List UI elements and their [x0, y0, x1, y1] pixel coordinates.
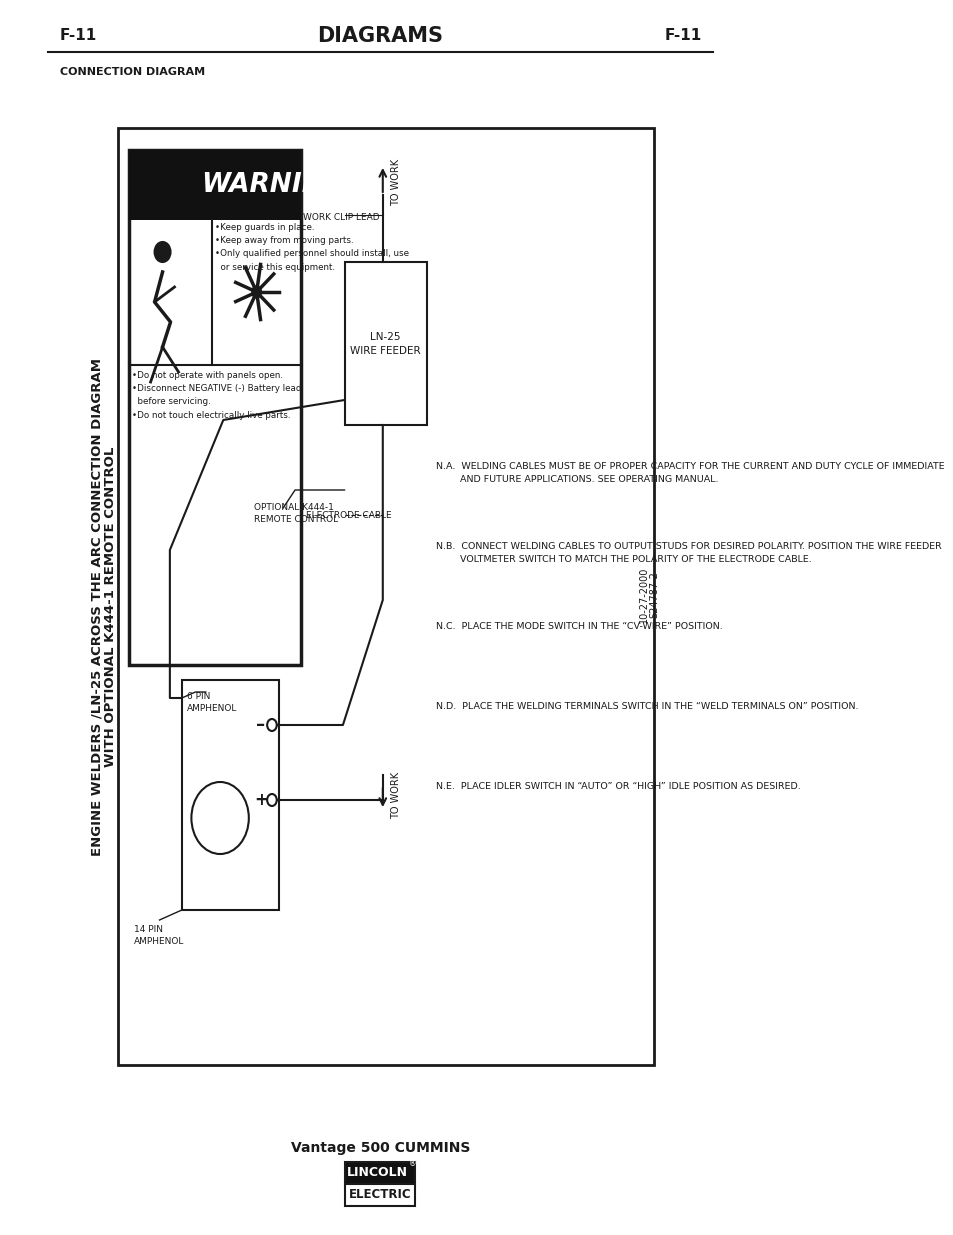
Text: 6 PIN
AMPHENOL: 6 PIN AMPHENOL [187, 692, 237, 713]
Text: N.C.  PLACE THE MODE SWITCH IN THE “CV-WIRE” POSITION.: N.C. PLACE THE MODE SWITCH IN THE “CV-WI… [436, 622, 722, 631]
Text: ELECTRIC: ELECTRIC [349, 1188, 412, 1202]
Circle shape [154, 242, 171, 262]
Text: OPTIONAL K444-1
REMOTE CONTROL: OPTIONAL K444-1 REMOTE CONTROL [253, 503, 337, 525]
Polygon shape [141, 1039, 162, 1061]
Text: LN-25
WIRE FEEDER: LN-25 WIRE FEEDER [350, 331, 420, 356]
Text: 14 PIN
AMPHENOL: 14 PIN AMPHENOL [133, 925, 184, 946]
Circle shape [267, 719, 276, 731]
Bar [129, 149, 301, 664]
Text: N.B.  CONNECT WELDING CABLES TO OUTPUT STUDS FOR DESIRED POLARITY. POSITION THE : N.B. CONNECT WELDING CABLES TO OUTPUT ST… [436, 542, 941, 563]
Text: F-11: F-11 [664, 28, 701, 43]
Text: 10-27-2000: 10-27-2000 [639, 567, 649, 624]
Text: N.A.  WELDING CABLES MUST BE OF PROPER CAPACITY FOR THE CURRENT AND DUTY CYCLE O: N.A. WELDING CABLES MUST BE OF PROPER CA… [436, 462, 943, 483]
Text: F-11: F-11 [60, 28, 97, 43]
Text: Vantage 500 CUMMINS: Vantage 500 CUMMINS [291, 1141, 470, 1155]
Text: TO WORK: TO WORK [391, 158, 400, 205]
Text: •Do not operate with panels open.
•Disconnect NEGATIVE (-) Battery lead
  before: •Do not operate with panels open. •Disco… [132, 370, 301, 420]
Bar [344, 262, 426, 425]
Circle shape [252, 287, 261, 298]
Text: ELECTRODE CABLE: ELECTRODE CABLE [306, 510, 392, 520]
Text: DIAGRAMS: DIAGRAMS [317, 26, 443, 46]
Text: WARNING: WARNING [201, 172, 345, 198]
Text: ENGINE WELDERS /LN-25 ACROSS THE ARC CONNECTION DIAGRAM: ENGINE WELDERS /LN-25 ACROSS THE ARC CON… [91, 357, 104, 856]
Bar [345, 1162, 416, 1184]
Text: •Keep guards in place.
•Keep away from moving parts.
•Only qualified personnel s: •Keep guards in place. •Keep away from m… [214, 224, 409, 272]
Bar [129, 149, 301, 220]
Text: WITH OPTIONAL K444-1 REMOTE CONTROL: WITH OPTIONAL K444-1 REMOTE CONTROL [104, 446, 116, 767]
Text: ®: ® [408, 1160, 416, 1168]
Text: +: + [253, 790, 268, 809]
Text: WORK CLIP LEAD: WORK CLIP LEAD [303, 214, 379, 222]
Bar [345, 1184, 416, 1207]
Text: N.D.  PLACE THE WELDING TERMINALS SWITCH IN THE “WELD TERMINALS ON” POSITION.: N.D. PLACE THE WELDING TERMINALS SWITCH … [436, 701, 858, 711]
Text: LINCOLN: LINCOLN [346, 1167, 407, 1179]
Text: –: – [256, 716, 265, 734]
Text: S24787-2: S24787-2 [648, 572, 659, 619]
Circle shape [192, 782, 249, 853]
Text: CONNECTION DIAGRAM: CONNECTION DIAGRAM [60, 67, 205, 77]
Bar [118, 128, 653, 1065]
Text: N.E.  PLACE IDLER SWITCH IN “AUTO” OR “HIGH” IDLE POSITION AS DESIRED.: N.E. PLACE IDLER SWITCH IN “AUTO” OR “HI… [436, 782, 801, 790]
Text: !: ! [148, 175, 154, 190]
Circle shape [267, 794, 276, 806]
Text: TO WORK: TO WORK [391, 772, 400, 819]
Bar [182, 680, 279, 910]
